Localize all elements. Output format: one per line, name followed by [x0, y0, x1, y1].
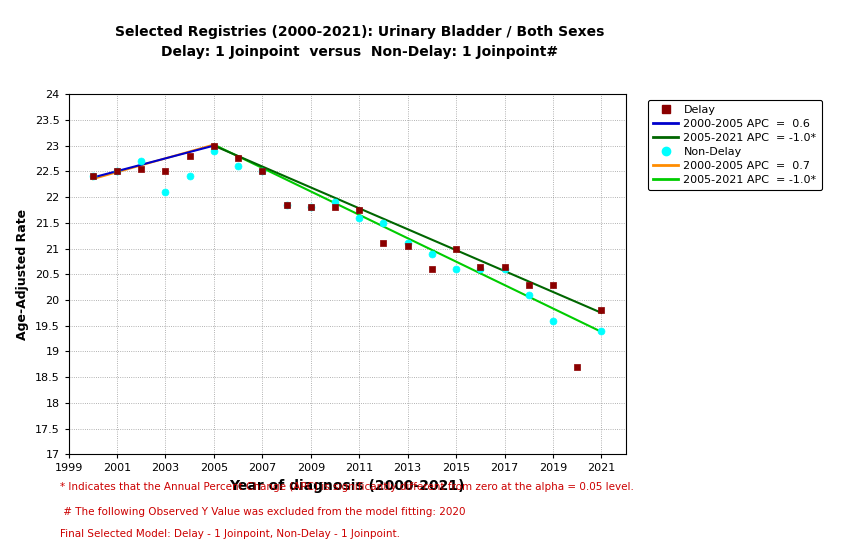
X-axis label: Year of diagnosis (2000-2021): Year of diagnosis (2000-2021) — [230, 479, 464, 493]
Point — [111, 167, 124, 176]
Point — [86, 172, 99, 181]
Legend: Delay, 2000-2005 APC  =  0.6, 2005-2021 APC  = -1.0*, Non-Delay, 2000-2005 APC  : Delay, 2000-2005 APC = 0.6, 2005-2021 AP… — [648, 100, 822, 190]
Point — [376, 218, 390, 227]
Point — [546, 280, 560, 289]
Point — [255, 167, 269, 176]
Point — [522, 280, 536, 289]
Text: # The following Observed Y Value was excluded from the model fitting: 2020: # The following Observed Y Value was exc… — [60, 507, 465, 517]
Point — [473, 265, 487, 274]
Point — [183, 151, 196, 160]
Point — [498, 262, 512, 271]
Point — [304, 203, 318, 212]
Point — [279, 201, 293, 209]
Point — [159, 167, 172, 176]
Point — [425, 265, 439, 274]
Point — [570, 362, 584, 371]
Point — [595, 306, 608, 315]
Text: * Indicates that the Annual Percent Change (APC) is significantly different from: * Indicates that the Annual Percent Chan… — [60, 482, 634, 492]
Text: Selected Registries (2000-2021): Urinary Bladder / Both Sexes: Selected Registries (2000-2021): Urinary… — [115, 25, 605, 39]
Point — [159, 187, 172, 196]
Point — [86, 172, 99, 181]
Point — [328, 203, 342, 212]
Point — [207, 146, 221, 155]
Point — [279, 201, 293, 209]
Point — [207, 141, 221, 150]
Point — [546, 316, 560, 325]
Point — [401, 239, 415, 248]
Point — [376, 239, 390, 248]
Y-axis label: Age-Adjusted Rate: Age-Adjusted Rate — [16, 209, 29, 340]
Point — [473, 262, 487, 271]
Point — [498, 265, 512, 274]
Point — [255, 167, 269, 176]
Point — [231, 154, 245, 163]
Point — [425, 249, 439, 258]
Point — [135, 157, 148, 166]
Text: Delay: 1 Joinpoint  versus  Non-Delay: 1 Joinpoint#: Delay: 1 Joinpoint versus Non-Delay: 1 J… — [161, 45, 559, 59]
Point — [401, 242, 415, 250]
Point — [231, 162, 245, 171]
Point — [328, 198, 342, 207]
Point — [135, 165, 148, 173]
Point — [352, 213, 366, 222]
Point — [522, 290, 536, 299]
Point — [595, 326, 608, 335]
Point — [304, 203, 318, 212]
Point — [352, 206, 366, 214]
Point — [183, 172, 196, 181]
Point — [111, 167, 124, 176]
Text: Final Selected Model: Delay - 1 Joinpoint, Non-Delay - 1 Joinpoint.: Final Selected Model: Delay - 1 Joinpoin… — [60, 529, 400, 539]
Point — [449, 244, 463, 253]
Point — [449, 265, 463, 274]
